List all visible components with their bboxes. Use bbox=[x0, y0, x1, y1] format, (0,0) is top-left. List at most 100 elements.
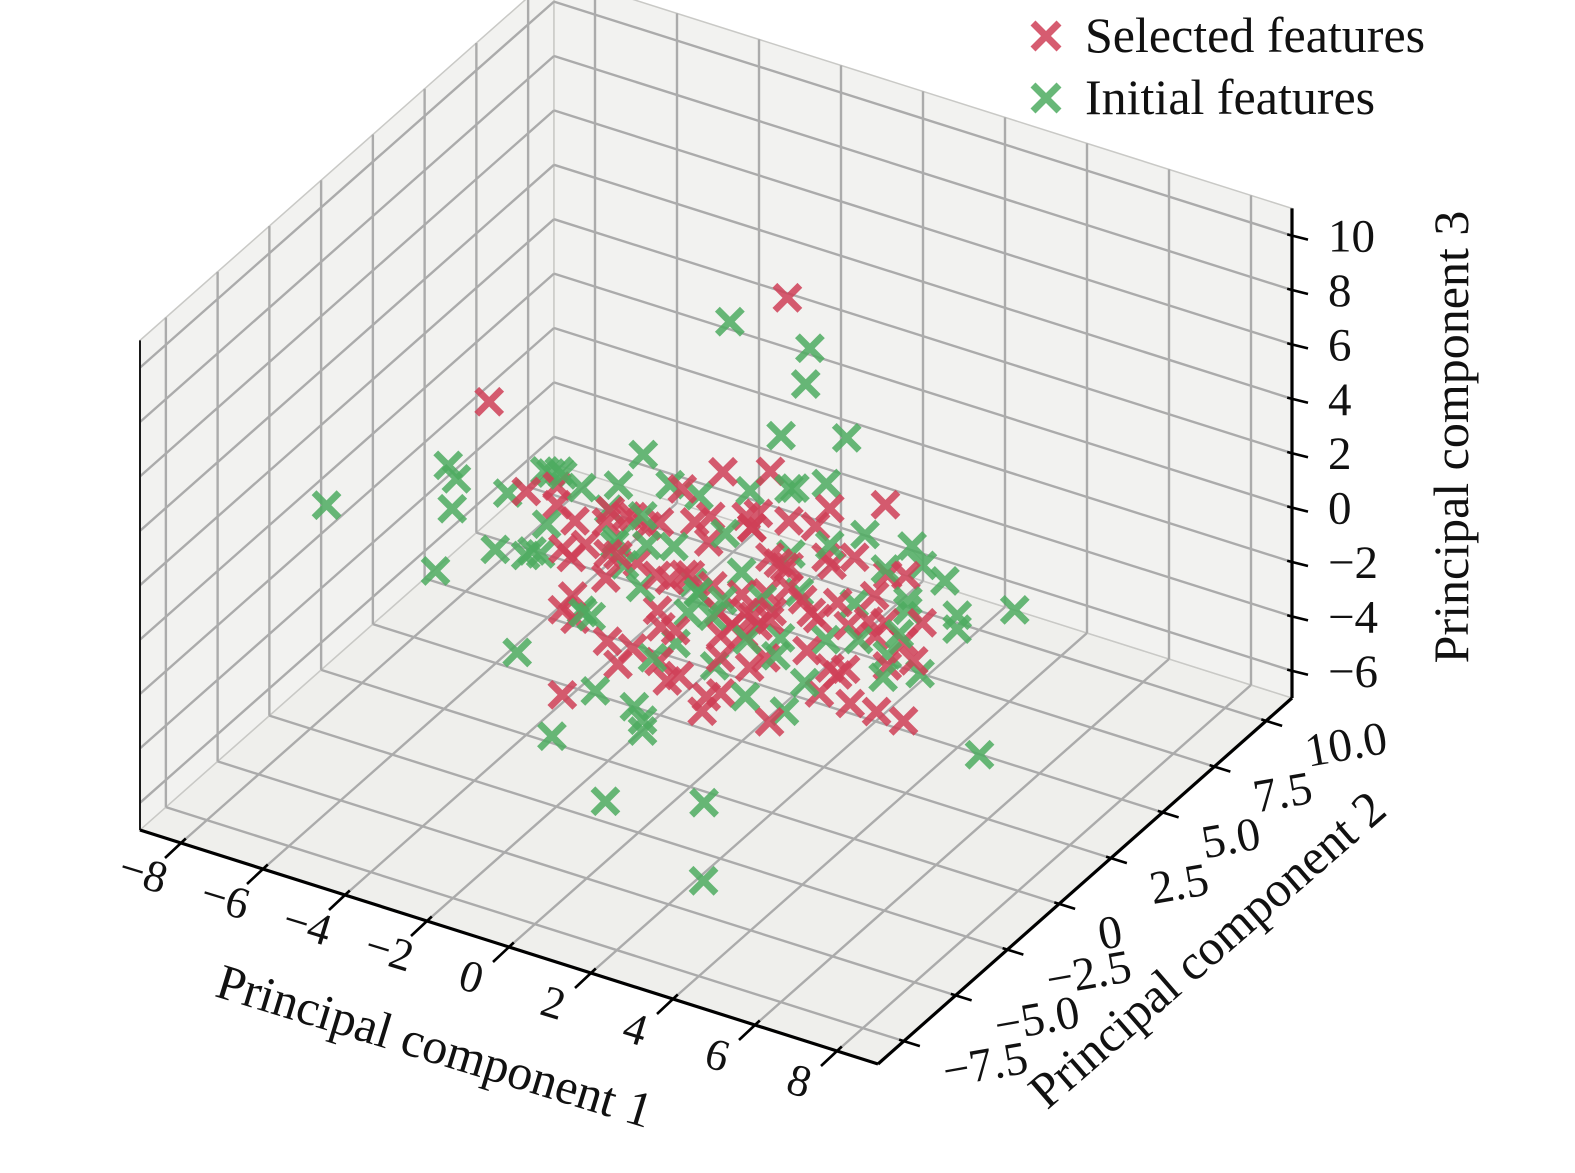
x-marker-initial bbox=[684, 480, 714, 511]
grid-line-x bbox=[836, 684, 1252, 1052]
x-tick-label: 4 bbox=[617, 1001, 653, 1055]
x-marker-initial bbox=[790, 369, 821, 399]
x-marker-initial bbox=[814, 530, 845, 561]
x-marker-selected bbox=[603, 649, 633, 680]
x-marker-selected bbox=[830, 654, 861, 685]
x-marker-initial bbox=[437, 493, 468, 524]
legend-label-selected-features: Selected features bbox=[1085, 7, 1425, 63]
y-tick bbox=[898, 1038, 921, 1048]
x-marker-initial bbox=[537, 721, 567, 752]
x-marker-selected bbox=[617, 501, 648, 532]
x-marker-selected bbox=[592, 626, 623, 657]
x-marker-selected bbox=[679, 507, 710, 537]
x-marker-selected bbox=[861, 696, 892, 727]
x-marker-initial bbox=[547, 459, 578, 490]
x-marker-initial bbox=[732, 624, 763, 655]
x-marker-selected bbox=[774, 506, 804, 536]
grid-line-z bbox=[139, 435, 555, 804]
x-marker-initial bbox=[433, 450, 464, 481]
grid-line-y bbox=[217, 760, 956, 997]
x-marker-initial bbox=[726, 557, 757, 588]
grid-line-z bbox=[139, 55, 555, 423]
x-tick bbox=[164, 837, 187, 859]
x-marker-selected bbox=[641, 560, 672, 591]
x-tick-label: 0 bbox=[453, 949, 489, 1003]
z-axis-label: Principal component 3 bbox=[1423, 211, 1479, 664]
y-tick bbox=[1157, 809, 1180, 819]
z-tick-label: 6 bbox=[1328, 319, 1352, 371]
x-marker-selected bbox=[792, 635, 822, 666]
z-tick-label: −2 bbox=[1328, 537, 1378, 589]
z-tick bbox=[1286, 233, 1309, 241]
x-marker-initial bbox=[658, 531, 689, 562]
grid-line-x bbox=[344, 528, 760, 896]
z-tick bbox=[1286, 613, 1309, 622]
x-tick bbox=[820, 1045, 843, 1067]
z-tick-label: −4 bbox=[1328, 591, 1378, 643]
x-marker-initial bbox=[714, 306, 745, 337]
grid-line-z bbox=[139, 381, 555, 750]
y-tick-label: 2.5 bbox=[1146, 854, 1213, 915]
grid-line-z bbox=[553, 272, 1293, 509]
x-marker-selected bbox=[687, 696, 718, 727]
grid-line-y bbox=[372, 622, 1112, 860]
x-marker-initial bbox=[850, 519, 880, 550]
y-axis-spine bbox=[876, 696, 1294, 1066]
grid-line-z bbox=[139, 272, 555, 641]
x-marker-initial bbox=[870, 554, 901, 584]
x-marker-selected bbox=[667, 474, 698, 504]
x-marker-initial bbox=[843, 624, 874, 655]
x-marker-initial bbox=[884, 618, 915, 649]
y-tick bbox=[1053, 901, 1076, 911]
x-tick bbox=[410, 915, 433, 937]
x-marker-initial bbox=[831, 422, 862, 453]
x-marker-selected bbox=[835, 688, 866, 719]
x-marker-selected bbox=[511, 476, 542, 507]
grid-line-z bbox=[139, 327, 555, 695]
z-tick-label: 8 bbox=[1328, 265, 1352, 317]
x-marker-initial bbox=[627, 716, 658, 746]
z-tick-label: −6 bbox=[1328, 646, 1378, 698]
x-marker-selected bbox=[593, 538, 623, 569]
x-marker-initial bbox=[580, 675, 611, 706]
x-marker-initial bbox=[688, 865, 719, 896]
x-marker-initial bbox=[964, 739, 995, 770]
x-marker-selected bbox=[590, 563, 621, 593]
grid-line-z bbox=[553, 0, 1293, 237]
x-tick bbox=[574, 967, 597, 989]
grid-line-z bbox=[553, 218, 1293, 455]
grid-line-z bbox=[139, 163, 555, 532]
x-marker-selected bbox=[547, 533, 578, 564]
scatter-markers bbox=[311, 282, 1030, 896]
y-tick bbox=[950, 992, 973, 1002]
x-marker-initial bbox=[999, 594, 1030, 625]
grid-line-y bbox=[320, 668, 1060, 906]
grid-line-x bbox=[672, 632, 1088, 1000]
x-marker-initial bbox=[761, 640, 791, 671]
x-tick-label: 6 bbox=[699, 1027, 735, 1081]
x-marker-initial bbox=[766, 420, 796, 451]
y-tick bbox=[1002, 946, 1024, 956]
x-marker-selected bbox=[754, 542, 785, 573]
z-tick-label: 10 bbox=[1328, 211, 1375, 263]
x-tick-label: −8 bbox=[113, 842, 173, 904]
x-marker-selected bbox=[570, 529, 601, 560]
x-marker-initial bbox=[707, 585, 738, 616]
x-marker-selected bbox=[890, 560, 921, 591]
x-marker-selected bbox=[754, 605, 785, 635]
x-marker-initial bbox=[868, 662, 899, 693]
grid-line-z bbox=[553, 381, 1293, 618]
y-tick-label: 5.0 bbox=[1198, 808, 1265, 869]
grid-line-z bbox=[139, 109, 555, 478]
x-marker-initial bbox=[637, 642, 668, 673]
tick-labels: −8 −6 −4 −2 0 2 4 6 8 −7.5−5.0−2.502.55.07.510.0−… bbox=[113, 211, 1391, 1108]
x-marker-selected bbox=[870, 489, 901, 520]
x-marker-selected bbox=[645, 611, 676, 642]
x-marker-initial bbox=[628, 439, 659, 470]
x-marker-selected bbox=[839, 542, 870, 573]
z-tick bbox=[1286, 396, 1309, 405]
z-tick bbox=[1286, 505, 1309, 513]
x-marker-initial bbox=[619, 691, 650, 722]
grid-line-y bbox=[165, 805, 905, 1043]
